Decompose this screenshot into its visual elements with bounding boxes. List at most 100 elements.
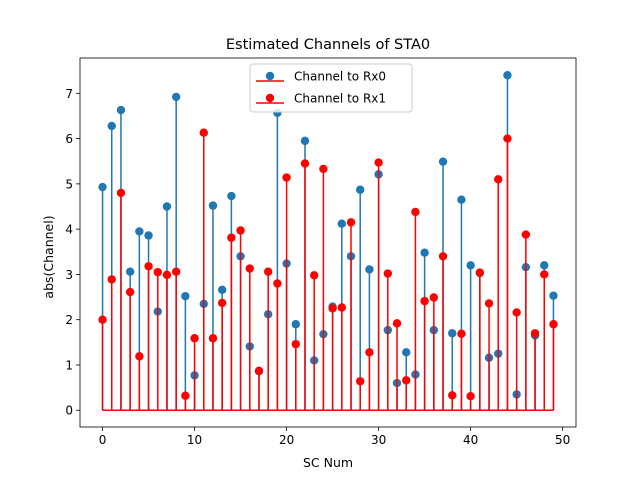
- stem-marker-s1-6: [153, 267, 162, 277]
- legend-marker-1: [265, 93, 275, 103]
- stem-marker-s1-37: [438, 252, 448, 261]
- stem-marker-s1-8: [171, 267, 181, 276]
- stem-marker-s0-22: [300, 136, 310, 146]
- x-tick-label-0: 0: [99, 433, 107, 447]
- stem-marker-s0-1: [107, 121, 116, 131]
- stem-marker-s0-39: [457, 195, 466, 204]
- stem-marker-s1-13: [217, 298, 227, 308]
- stem-marker-s1-4: [135, 352, 144, 361]
- stem-marker-s1-43: [494, 175, 503, 184]
- stem-marker-s1-18: [263, 267, 273, 276]
- stem-marker-s0-12: [208, 201, 218, 210]
- stem-marker-s1-28: [356, 377, 365, 386]
- y-tick-label-1: 1: [65, 358, 73, 372]
- legend-marker-0: [265, 71, 275, 81]
- stem-marker-s1-10: [190, 334, 199, 343]
- stem-marker-s1-30: [374, 158, 383, 167]
- stem-marker-s0-3: [125, 267, 135, 276]
- legend-label-0: Channel to Rx0: [294, 70, 386, 84]
- stem-marker-s1-39: [457, 329, 466, 338]
- stem-marker-s1-45: [512, 308, 521, 317]
- stem-marker-s1-22: [300, 159, 310, 168]
- stem-marker-s1-24: [319, 164, 328, 174]
- y-tick-label-0: 0: [65, 404, 73, 418]
- stem-marker-s1-29: [365, 348, 374, 357]
- stem-marker-s0-13: [217, 285, 227, 295]
- stem-marker-s1-9: [181, 391, 190, 400]
- stem-marker-s0-4: [135, 227, 144, 236]
- stem-marker-s1-32: [392, 319, 402, 328]
- y-tick-label-3: 3: [65, 268, 73, 282]
- legend-label-1: Channel to Rx1: [294, 92, 386, 106]
- stem-marker-s0-48: [540, 261, 549, 270]
- stem-marker-s1-47: [530, 329, 540, 338]
- stem-marker-s1-12: [208, 334, 218, 343]
- y-tick-label-6: 6: [65, 132, 73, 146]
- stem-marker-s1-16: [245, 264, 254, 273]
- stem-marker-s1-27: [346, 218, 356, 227]
- legend-box: [249, 63, 413, 113]
- plot-area: 0 10 20 30 40 50 0 1 2 3 4 5 6 7: [65, 57, 577, 447]
- stem-marker-s0-37: [438, 157, 448, 166]
- axes-frame: [79, 57, 577, 428]
- y-tick-label-5: 5: [65, 177, 73, 191]
- stem-marker-s1-15: [236, 226, 245, 235]
- stem-marker-s1-1: [107, 275, 116, 284]
- x-axis-label: SC Num: [303, 455, 353, 470]
- stem-marker-s0-5: [144, 231, 153, 240]
- stem-marker-s0-14: [227, 191, 236, 201]
- stem-marker-s0-21: [291, 320, 300, 329]
- stem-marker-s1-23: [309, 271, 319, 280]
- stem-marker-s0-2: [116, 105, 126, 115]
- stem-marker-s1-2: [116, 188, 126, 198]
- y-tick-label-4: 4: [65, 223, 73, 237]
- stem-marker-s0-8: [171, 92, 181, 102]
- x-tick-label-30: 30: [371, 433, 386, 447]
- stem-marker-s1-5: [144, 262, 153, 271]
- stem-marker-s1-42: [484, 299, 494, 308]
- stem-marker-s1-26: [337, 303, 347, 312]
- stem-marker-s1-49: [549, 320, 558, 329]
- stem-marker-s1-25: [328, 304, 337, 313]
- stem-marker-s1-35: [420, 296, 429, 306]
- stem-marker-s1-3: [125, 287, 135, 297]
- stem-marker-s1-7: [162, 270, 172, 280]
- x-tick-label-10: 10: [187, 433, 202, 447]
- stem-marker-s0-29: [365, 265, 374, 274]
- stem-marker-s0-33: [402, 348, 411, 357]
- x-tick-label-20: 20: [279, 433, 294, 447]
- stem-marker-s1-11: [199, 128, 208, 137]
- stem-marker-s0-26: [337, 219, 347, 228]
- stem-marker-s1-48: [540, 270, 549, 279]
- legend: Channel to Rx0 Channel to Rx1: [249, 63, 413, 113]
- stem-marker-s1-17: [254, 366, 264, 376]
- stem-marker-s0-35: [420, 248, 429, 257]
- stem-marker-s0-9: [181, 291, 190, 301]
- stem-marker-s1-36: [429, 293, 439, 302]
- stem-marker-s1-14: [227, 233, 236, 242]
- stem-marker-s0-40: [466, 261, 475, 270]
- x-tick-label-50: 50: [555, 433, 570, 447]
- y-tick-label-7: 7: [65, 87, 73, 101]
- chart-title: Estimated Channels of STA0: [226, 37, 430, 53]
- stem-marker-s1-46: [521, 230, 531, 239]
- y-tick-label-2: 2: [65, 313, 73, 327]
- stem-marker-s0-28: [356, 185, 365, 194]
- stem-marker-s1-34: [411, 207, 420, 217]
- stem-marker-s1-19: [273, 279, 282, 288]
- stem-marker-s1-20: [282, 173, 291, 182]
- stem-marker-s1-0: [98, 315, 107, 324]
- y-axis-label: abs(Channel): [41, 215, 56, 298]
- stem-marker-s0-38: [448, 329, 457, 338]
- stem-marker-s1-40: [466, 392, 475, 401]
- x-tick-label-40: 40: [463, 433, 478, 447]
- stem-marker-s0-0: [98, 182, 107, 192]
- stem-marker-s0-7: [162, 202, 172, 211]
- stem-marker-s1-33: [402, 376, 411, 385]
- stem-marker-s1-21: [291, 339, 300, 349]
- stem-marker-s0-44: [503, 71, 512, 80]
- stem-marker-s1-41: [475, 268, 485, 277]
- stem-marker-s1-38: [448, 391, 457, 400]
- stem-marker-s0-49: [549, 291, 558, 300]
